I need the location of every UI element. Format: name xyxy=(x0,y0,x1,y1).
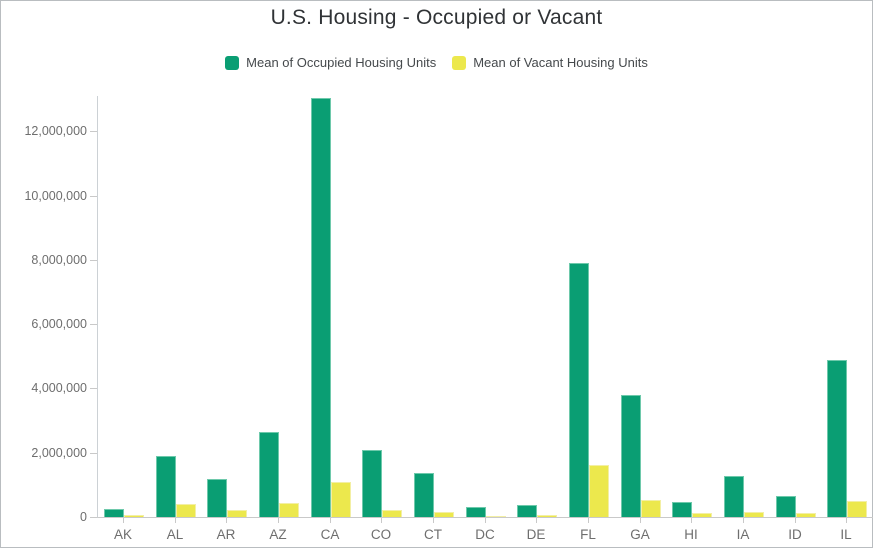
chart-title: U.S. Housing - Occupied or Vacant xyxy=(270,6,603,29)
x-tick-label-GA: GA xyxy=(630,527,650,542)
bar-occupied-AL[interactable] xyxy=(155,456,176,517)
bar-group-HI xyxy=(666,96,718,517)
legend-label: Mean of Vacant Housing Units xyxy=(473,55,648,70)
bar-vacant-GA[interactable] xyxy=(640,500,661,517)
bar-group-DC xyxy=(460,96,512,517)
bar-vacant-IA[interactable] xyxy=(743,512,764,517)
bar-group-GA xyxy=(615,96,667,517)
bar-occupied-AK[interactable] xyxy=(103,509,124,517)
x-tick-mark xyxy=(795,518,796,523)
legend-item-occupied[interactable]: Mean of Occupied Housing Units xyxy=(225,55,436,70)
bar-group-AL xyxy=(150,96,202,517)
bar-occupied-IA[interactable] xyxy=(723,476,744,517)
bar-group-ID xyxy=(770,96,822,517)
bar-group-AZ xyxy=(253,96,305,517)
bar-vacant-DE[interactable] xyxy=(537,515,558,517)
x-tick-mark xyxy=(485,518,486,523)
x-tick-label-IA: IA xyxy=(736,527,750,542)
bar-vacant-AL[interactable] xyxy=(175,504,196,517)
y-tick-mark xyxy=(90,324,97,325)
y-tick-label: 0 xyxy=(80,510,87,524)
bar-vacant-CA[interactable] xyxy=(330,482,351,517)
y-tick-mark xyxy=(90,131,97,132)
bar-occupied-CO[interactable] xyxy=(362,450,383,517)
x-tick-label-IL: IL xyxy=(840,527,852,542)
bar-group-DE xyxy=(511,96,563,517)
chart-legend: Mean of Occupied Housing Units Mean of Va… xyxy=(1,55,872,70)
x-tick-label-CO: CO xyxy=(370,527,392,542)
y-tick-mark xyxy=(90,517,97,518)
bar-occupied-GA[interactable] xyxy=(620,395,641,517)
y-tick-mark xyxy=(90,388,97,389)
x-tick-mark xyxy=(381,518,382,523)
bar-occupied-AZ[interactable] xyxy=(258,432,279,517)
x-tick-mark xyxy=(226,518,227,523)
x-tick-label-FL: FL xyxy=(580,527,596,542)
x-tick-label-CA: CA xyxy=(320,527,340,542)
bar-vacant-AR[interactable] xyxy=(227,510,248,517)
x-tick-label-AR: AR xyxy=(216,527,236,542)
bar-group-CA xyxy=(305,96,357,517)
bar-vacant-CT[interactable] xyxy=(433,512,454,517)
bar-vacant-DC[interactable] xyxy=(485,516,506,517)
x-tick-mark xyxy=(640,518,641,523)
x-tick-mark xyxy=(536,518,537,523)
bar-group-IL xyxy=(821,96,873,517)
bar-occupied-CA[interactable] xyxy=(310,98,331,517)
y-tick-label: 2,000,000 xyxy=(31,446,87,460)
bar-occupied-DC[interactable] xyxy=(465,507,486,517)
x-tick-mark xyxy=(433,518,434,523)
bar-group-FL xyxy=(563,96,615,517)
bar-occupied-HI[interactable] xyxy=(672,502,693,517)
bar-occupied-AR[interactable] xyxy=(207,479,228,517)
bar-vacant-AK[interactable] xyxy=(123,515,144,517)
bar-group-AR xyxy=(201,96,253,517)
legend-item-vacant[interactable]: Mean of Vacant Housing Units xyxy=(452,55,648,70)
bar-vacant-CO[interactable] xyxy=(382,510,403,517)
y-tick-label: 4,000,000 xyxy=(31,381,87,395)
bar-occupied-DE[interactable] xyxy=(517,505,538,517)
bar-vacant-IL[interactable] xyxy=(847,501,868,517)
bar-occupied-IL[interactable] xyxy=(827,360,848,517)
legend-swatch-vacant xyxy=(452,55,467,70)
x-tick-label-DE: DE xyxy=(526,527,546,542)
x-tick-mark xyxy=(330,518,331,523)
bar-occupied-FL[interactable] xyxy=(568,263,589,517)
legend-swatch-occupied xyxy=(225,55,240,70)
y-tick-mark xyxy=(90,196,97,197)
y-tick-label: 8,000,000 xyxy=(31,253,87,267)
bar-vacant-HI[interactable] xyxy=(692,513,713,517)
bar-group-IA xyxy=(718,96,770,517)
x-tick-label-AZ: AZ xyxy=(269,527,287,542)
x-tick-mark xyxy=(743,518,744,523)
x-tick-mark xyxy=(278,518,279,523)
x-tick-label-DC: DC xyxy=(475,527,495,542)
x-tick-mark xyxy=(846,518,847,523)
x-tick-mark xyxy=(123,518,124,523)
x-tick-label-HI: HI xyxy=(684,527,698,542)
bar-group-CT xyxy=(408,96,460,517)
y-tick-label: 10,000,000 xyxy=(24,189,87,203)
bar-occupied-ID[interactable] xyxy=(775,496,796,517)
x-tick-label-AL: AL xyxy=(166,527,184,542)
bars-container xyxy=(97,96,873,518)
y-tick-label: 12,000,000 xyxy=(24,124,87,138)
y-tick-mark xyxy=(90,260,97,261)
bar-vacant-ID[interactable] xyxy=(795,513,816,517)
y-tick-mark xyxy=(90,453,97,454)
y-tick-label: 6,000,000 xyxy=(31,317,87,331)
x-tick-mark xyxy=(691,518,692,523)
x-tick-label-ID: ID xyxy=(788,527,802,542)
bar-vacant-FL[interactable] xyxy=(588,465,609,517)
bar-vacant-AZ[interactable] xyxy=(278,503,299,517)
bar-occupied-CT[interactable] xyxy=(413,473,434,517)
x-tick-mark xyxy=(175,518,176,523)
x-tick-label-AK: AK xyxy=(113,527,132,542)
bar-group-AK xyxy=(98,96,150,517)
legend-label: Mean of Occupied Housing Units xyxy=(246,55,437,70)
x-tick-label-CT: CT xyxy=(424,527,442,542)
bar-group-CO xyxy=(356,96,408,517)
x-tick-mark xyxy=(588,518,589,523)
